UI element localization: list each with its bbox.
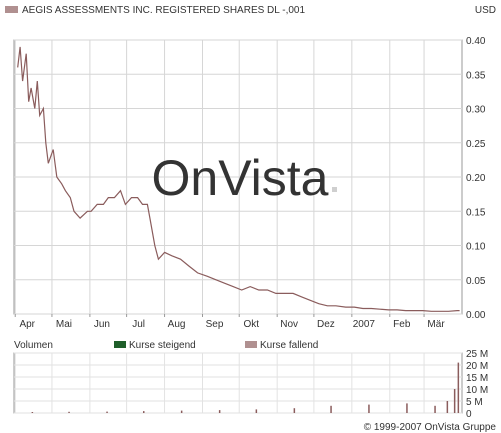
volume-bar — [293, 408, 296, 413]
volume-y-tick-label: 25 M — [466, 349, 488, 360]
price-y-axis: 0.40 0.35 0.30 0.25 0.20 0.15 0.10 0.05 0.00 — [466, 36, 486, 321]
legend-rising-swatch — [114, 341, 126, 348]
volume-bar — [453, 389, 456, 413]
volume-y-tick-label: 15 M — [466, 373, 488, 384]
price-x-axis: Apr Mai Jun Jul Aug Sep Okt Nov Dez 2007 Feb Mär — [14, 314, 445, 330]
volume-plot-area — [13, 352, 463, 414]
price-y-tick-label: 0.05 — [466, 276, 486, 287]
price-x-tick-label: Jul — [132, 319, 145, 330]
volume-y-tick-label: 5 M — [466, 397, 483, 408]
volume-label: Volumen — [14, 340, 53, 351]
price-y-tick-label: 0.15 — [466, 207, 486, 218]
price-grid — [14, 39, 462, 315]
volume-bars — [31, 362, 460, 413]
price-x-tick-label: Mär — [427, 319, 445, 330]
volume-bar — [434, 405, 436, 413]
price-y-tick-label: 0.40 — [466, 36, 486, 47]
price-x-tick-label: 2007 — [353, 319, 376, 330]
volume-bar — [446, 401, 449, 413]
volume-bar — [31, 412, 34, 413]
volume-legend: Volumen Kurse steigend Kurse fallend — [14, 340, 318, 351]
volume-panel: 25 M20 M15 M10 M5 M0 — [13, 349, 488, 420]
volume-bar — [68, 411, 70, 413]
volume-bar — [406, 403, 408, 413]
price-y-tick-label: 0.10 — [466, 242, 486, 253]
price-x-tick-label: Okt — [243, 319, 259, 330]
volume-y-axis: 25 M20 M15 M10 M5 M0 — [466, 349, 488, 420]
watermark: OnVista — [152, 150, 329, 206]
price-line — [17, 46, 460, 312]
copyright: © 1999-2007 OnVista Gruppe — [364, 422, 497, 433]
price-x-tick-label: Mai — [56, 319, 72, 330]
price-series — [17, 46, 460, 312]
price-x-tick-label: Jun — [94, 319, 110, 330]
chart-title: AEGIS ASSESSMENTS INC. REGISTERED SHARES… — [22, 5, 305, 16]
currency-label: USD — [475, 5, 496, 16]
volume-y-tick-label: 20 M — [466, 361, 488, 372]
price-y-tick-label: 0.20 — [466, 173, 486, 184]
price-panel: OnVista 0.40 0.35 0.30 0.25 0.20 0.15 0.10 0.05… — [13, 36, 486, 330]
volume-bar — [143, 411, 145, 413]
volume-bar — [106, 411, 108, 413]
price-x-tick-label: Nov — [280, 319, 298, 330]
volume-bar — [368, 404, 370, 413]
legend-falling-label: Kurse fallend — [260, 340, 318, 351]
volume-y-tick-label: 0 — [466, 409, 472, 420]
watermark-dot — [332, 187, 337, 192]
volume-bar — [180, 410, 183, 413]
price-y-tick-label: 0.35 — [466, 70, 486, 81]
volume-bar — [457, 362, 460, 413]
volume-bar — [330, 405, 332, 413]
volume-grid — [14, 352, 462, 414]
price-y-tick-label: 0.00 — [466, 310, 486, 321]
legend-rising-label: Kurse steigend — [129, 340, 196, 351]
volume-bar — [218, 410, 221, 413]
price-x-tick-label: Apr — [19, 319, 35, 330]
price-x-tick-label: Feb — [393, 319, 411, 330]
volume-bar — [255, 409, 258, 413]
legend-falling-swatch — [245, 341, 257, 348]
price-x-tick-label: Dez — [317, 319, 335, 330]
price-x-tick-label: Sep — [206, 319, 224, 330]
price-y-tick-label: 0.25 — [466, 139, 486, 150]
price-y-tick-label: 0.30 — [466, 105, 486, 116]
price-x-tick-label: Aug — [168, 319, 186, 330]
volume-y-tick-label: 10 M — [466, 385, 488, 396]
title-legend-swatch — [5, 6, 18, 13]
